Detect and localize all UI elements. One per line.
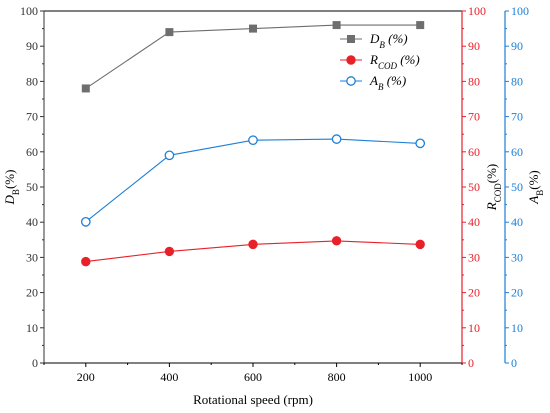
left-y-tick-label: 20	[26, 286, 38, 300]
legend-label-1: RCOD (%)	[369, 52, 420, 71]
legend-label-0: DB (%)	[369, 31, 408, 50]
left-y-tick-label: 80	[26, 74, 38, 88]
data-point-series-1	[331, 236, 342, 246]
right-y-tick-label-ab: 40	[511, 215, 523, 229]
right-y-tick-label-rcod: 10	[468, 321, 480, 335]
left-y-tick-label: 100	[20, 4, 38, 18]
left-y-tick-label: 30	[26, 250, 38, 264]
right-y-axis-title-ab-suffix: (%)	[526, 170, 541, 190]
left-y-tick-label: 0	[32, 356, 38, 370]
right-y-tick-label-ab: 60	[511, 145, 523, 159]
data-point-series-2	[80, 216, 91, 227]
right-y-tick-label-ab: 100	[511, 4, 529, 18]
x-tick-label: 200	[77, 370, 95, 384]
x-tick-label: 600	[244, 370, 262, 384]
x-axis-title: Rotational speed (rpm)	[193, 392, 313, 407]
right-y-tick-label-rcod: 40	[468, 215, 480, 229]
right-y-axis-title-rcod-sub: COD	[493, 183, 503, 203]
left-y-axis-title-main: D	[2, 194, 17, 205]
right-y-tick-label-ab: 80	[511, 74, 523, 88]
right-y-tick-label-ab: 0	[511, 356, 517, 370]
data-point-series-1	[81, 256, 91, 267]
data-point-series-2	[415, 138, 426, 149]
right-y-tick-label-ab: 30	[511, 250, 523, 264]
legend-label-main: A	[369, 73, 378, 88]
right-y-axis-title-rcod: RCOD(%)	[484, 164, 503, 211]
left-y-axis-title: DB(%)	[2, 170, 21, 206]
legend-label-sub: B	[378, 82, 384, 92]
x-tick-label: 1000	[408, 370, 432, 384]
right-y-axis-title-ab-sub: B	[535, 190, 545, 196]
right-y-axis-title-rcod-main: R	[484, 202, 499, 211]
right-y-axis-title-ab: AB(%)	[526, 170, 545, 204]
left-y-tick-label: 10	[26, 321, 38, 335]
right-y-tick-label-rcod: 30	[468, 250, 480, 264]
legend-marker-1	[346, 55, 356, 65]
data-point-series-2	[248, 135, 258, 146]
legend-label-main: R	[369, 52, 378, 67]
x-tick-label: 800	[328, 370, 346, 384]
right-y-tick-label-ab: 90	[511, 39, 523, 53]
right-y-tick-label-ab: 70	[511, 110, 523, 124]
right-y-axis-title-rcod-suffix: (%)	[484, 164, 499, 184]
legend-marker-2	[346, 76, 356, 86]
right-y-tick-label-rcod: 0	[468, 356, 474, 370]
left-y-tick-label: 40	[26, 215, 38, 229]
legend-label-sub: B	[379, 40, 385, 50]
legend-label-main: D	[369, 31, 380, 46]
left-y-tick-label: 90	[26, 39, 38, 53]
left-y-tick-label: 70	[26, 110, 38, 124]
right-y-tick-label-rcod: 20	[468, 286, 480, 300]
right-y-tick-label-ab: 10	[511, 321, 523, 335]
data-point-series-1	[248, 239, 258, 250]
right-y-tick-label-rcod: 60	[468, 145, 480, 159]
data-point-series-2	[331, 134, 342, 144]
right-y-tick-label-rcod: 90	[468, 39, 480, 53]
right-y-tick-label-rcod: 80	[468, 74, 480, 88]
right-y-tick-label-ab: 50	[511, 180, 523, 194]
legend-label-suffix: (%)	[397, 52, 420, 67]
left-y-tick-label: 50	[26, 180, 38, 194]
x-tick-label: 400	[160, 370, 178, 384]
data-point-series-0	[332, 21, 341, 30]
data-point-series-2	[164, 150, 175, 161]
right-y-tick-label-ab: 20	[511, 286, 523, 300]
series-line-2	[85, 138, 421, 223]
data-point-series-0	[249, 24, 257, 33]
left-y-axis-title-suffix: (%)	[2, 170, 17, 190]
right-y-axis-title-ab-main: A	[526, 196, 541, 205]
data-point-series-0	[81, 84, 90, 93]
right-y-tick-label-rcod: 70	[468, 110, 480, 124]
legend-marker-0	[347, 35, 355, 43]
data-point-series-1	[164, 246, 175, 257]
right-y-tick-label-rcod: 100	[468, 4, 486, 18]
data-point-series-0	[165, 28, 174, 37]
legend-label-2: AB (%)	[369, 73, 406, 92]
legend-label-sub: COD	[378, 61, 398, 71]
right-y-tick-label-rcod: 50	[468, 180, 480, 194]
data-point-series-1	[415, 239, 425, 250]
legend-label-suffix: (%)	[383, 73, 406, 88]
left-y-axis-title-sub: B	[11, 189, 21, 195]
data-point-series-0	[416, 21, 425, 30]
left-y-tick-label: 60	[26, 145, 38, 159]
legend-label-suffix: (%)	[385, 31, 408, 46]
